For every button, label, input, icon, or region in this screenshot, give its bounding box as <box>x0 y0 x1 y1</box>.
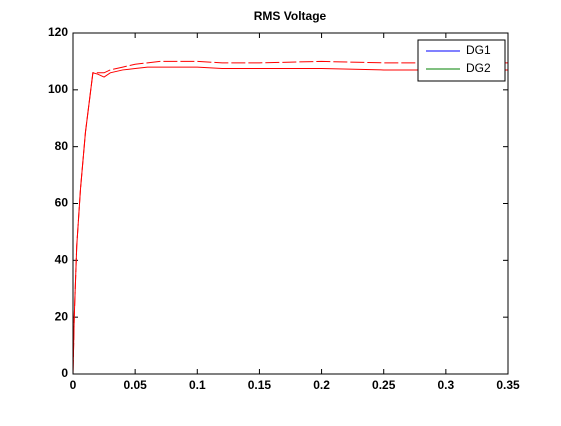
y-tick-label: 80 <box>55 139 69 153</box>
y-tick-label: 120 <box>48 25 68 39</box>
y-tick-label: 20 <box>55 309 69 323</box>
series-line <box>72 60 508 375</box>
legend-label: DG2 <box>466 61 491 75</box>
x-tick-label: 0 <box>70 378 77 392</box>
x-tick-label: 0.25 <box>372 378 396 392</box>
legend-label: DG1 <box>466 43 491 57</box>
x-tick-label: 0.1 <box>189 378 206 392</box>
legend-box <box>417 39 506 82</box>
y-tick-label: 40 <box>55 253 69 267</box>
x-tick-label: 0.2 <box>313 378 330 392</box>
plot-area <box>73 33 508 374</box>
x-tick-label: 0.05 <box>123 378 147 392</box>
y-tick-label: 0 <box>61 366 68 380</box>
axes-box <box>72 32 509 375</box>
x-tick-label: 0.3 <box>438 378 455 392</box>
y-tick-label: 100 <box>48 82 68 96</box>
x-tick-label: 0.15 <box>248 378 272 392</box>
series-line <box>72 66 508 375</box>
y-tick-label: 60 <box>55 196 69 210</box>
x-tick-label: 0.35 <box>496 378 520 392</box>
chart-title: RMS Voltage <box>254 9 327 23</box>
